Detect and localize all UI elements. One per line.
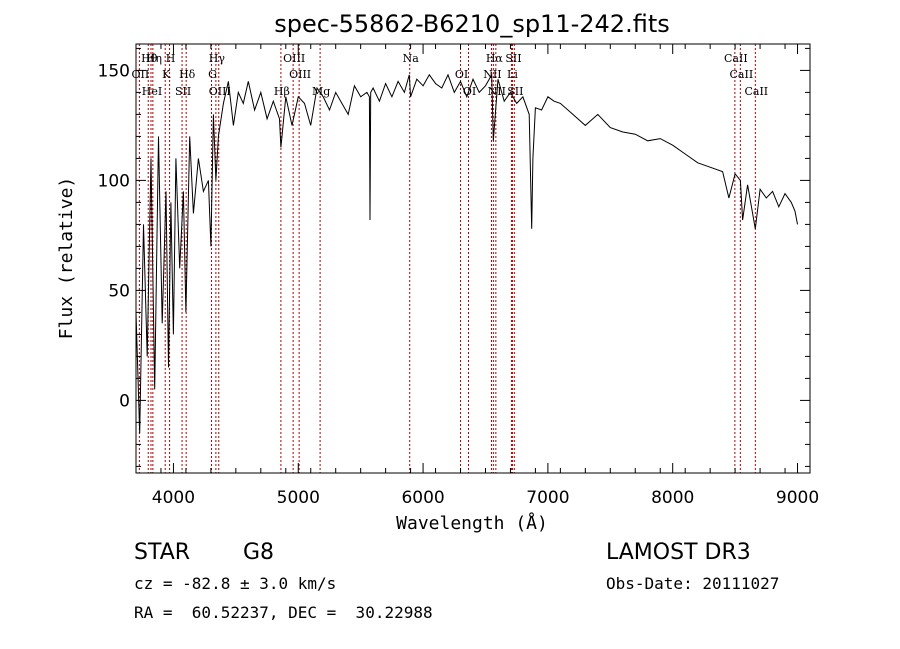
- x-tick-label: 5000: [277, 488, 320, 508]
- survey-name: LAMOST DR3: [606, 540, 751, 565]
- emission-line-label: Hθ: [141, 52, 158, 65]
- object-subclass: G8: [243, 540, 275, 565]
- x-tick-label: 4000: [152, 488, 195, 508]
- emission-line-label: K: [162, 68, 171, 81]
- y-tick-label: 50: [108, 281, 130, 301]
- x-tick-label: 6000: [401, 488, 444, 508]
- x-tick-label: 7000: [526, 488, 569, 508]
- emission-line-label: Hβ: [274, 85, 290, 98]
- object-class: STAR: [134, 540, 191, 565]
- emission-line-label: Hα: [486, 52, 504, 65]
- emission-line-label: Mg: [312, 85, 330, 98]
- emission-line-label: SII: [507, 85, 523, 98]
- emission-line-markers: [138, 44, 756, 473]
- emission-line-label: Hη: [146, 52, 162, 65]
- emission-line-label: Li: [507, 68, 518, 81]
- observation-date: Obs-Date: 20111027: [606, 574, 780, 593]
- emission-line-label: Hδ: [179, 68, 196, 81]
- y-axis-label: Flux (relative): [56, 177, 77, 340]
- redshift-velocity: cz = -82.8 ± 3.0 km/s: [134, 574, 337, 593]
- y-tick-label: 0: [119, 391, 130, 411]
- emission-line-label: CaII: [724, 52, 748, 65]
- emission-line-label: SII: [505, 52, 521, 65]
- chart-title: spec-55862-B6210_sp11-242.fits: [274, 10, 669, 38]
- plot-frame: [135, 43, 811, 474]
- emission-line-label: OIII: [289, 68, 311, 81]
- emission-line-label: CaII: [730, 68, 754, 81]
- emission-line-label: OIII: [283, 52, 305, 65]
- emission-line-label: H: [166, 52, 176, 65]
- spectrum-line: [135, 72, 798, 434]
- y-tick-label: 100: [98, 171, 130, 191]
- emission-line-label: Hγ: [209, 52, 226, 65]
- emission-line-label: NII: [483, 68, 501, 81]
- emission-line-labels: HθOIIHeIHηKSIIHHδOIIIHγGHβOIIIOIIIMgNaOI…: [132, 52, 769, 98]
- x-tick-label: 8000: [651, 488, 694, 508]
- coordinates: RA = 60.52237, DEC = 30.22988: [134, 603, 433, 622]
- emission-line-label: HeI: [142, 85, 162, 98]
- emission-line-label: CaII: [744, 85, 768, 98]
- series-layer: [135, 72, 798, 434]
- emission-line-label: OI: [455, 68, 468, 81]
- x-axis-label: Wavelength (Å): [396, 512, 548, 534]
- axis-ticks: 4000 5000 6000 7000 8000 9000 0 50 100 150: [98, 44, 819, 508]
- y-tick-label: 150: [98, 61, 130, 81]
- emission-line-label: G: [208, 68, 217, 81]
- emission-line-label: SII: [175, 85, 191, 98]
- emission-line-label: Na: [403, 52, 420, 65]
- x-tick-label: 9000: [776, 488, 819, 508]
